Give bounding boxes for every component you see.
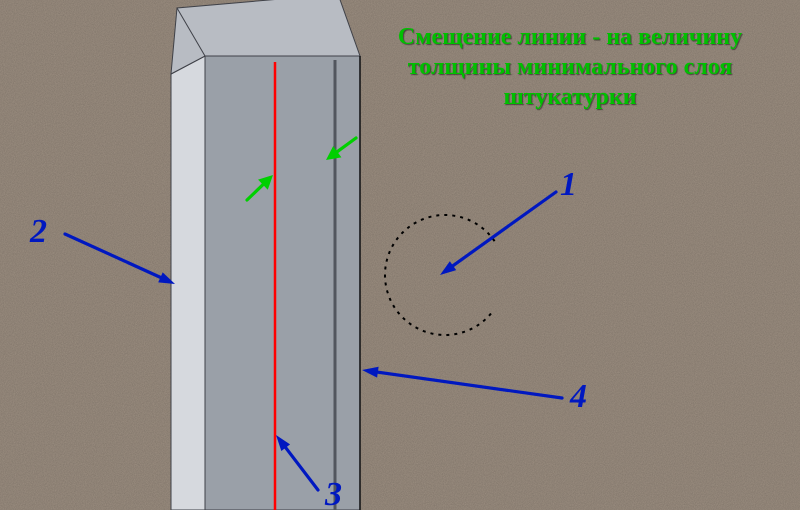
panel-left-side: [171, 56, 205, 510]
diagram-stage: Смещение линии - на величину толщины мин…: [0, 0, 800, 510]
label-3: 3: [325, 478, 342, 510]
label-1: 1: [560, 168, 577, 202]
diagram-title: Смещение линии - на величину толщины мин…: [360, 22, 780, 112]
panel: [171, 0, 360, 510]
label-2: 2: [30, 215, 47, 249]
label-4: 4: [570, 380, 587, 414]
